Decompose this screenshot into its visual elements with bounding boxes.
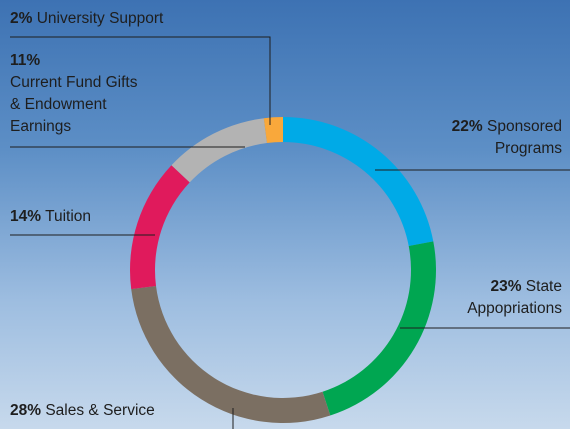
percent-label: 2% bbox=[10, 10, 32, 27]
segment-label: 14% Tuition bbox=[10, 206, 210, 228]
category-label: Sponsored Programs bbox=[487, 118, 562, 157]
percent-label: 28% bbox=[10, 402, 41, 419]
percent-label: 14% bbox=[10, 208, 41, 225]
donut-segment bbox=[283, 117, 433, 246]
chart: 22% Sponsored Programs 23% State Appopria… bbox=[0, 0, 570, 429]
category-label: Current Fund Gifts & Endowment Earnings bbox=[10, 74, 138, 135]
percent-label: 23% bbox=[490, 278, 521, 295]
donut-segment bbox=[264, 117, 283, 143]
donut-segment bbox=[171, 118, 266, 182]
segment-label: 11%Current Fund Gifts & Endowment Earnin… bbox=[10, 50, 145, 138]
segment-label: 22% Sponsored Programs bbox=[412, 116, 562, 160]
segment-label: 23% State Appopriations bbox=[422, 276, 562, 320]
segment-label: 2% University Support bbox=[10, 8, 310, 30]
percent-label: 11% bbox=[10, 50, 145, 72]
percent-label: 22% bbox=[452, 118, 483, 135]
category-label: University Support bbox=[37, 10, 164, 27]
segment-label: 28% Sales & Service bbox=[10, 400, 310, 422]
category-label: Sales & Service bbox=[45, 402, 154, 419]
category-label: Tuition bbox=[45, 208, 91, 225]
